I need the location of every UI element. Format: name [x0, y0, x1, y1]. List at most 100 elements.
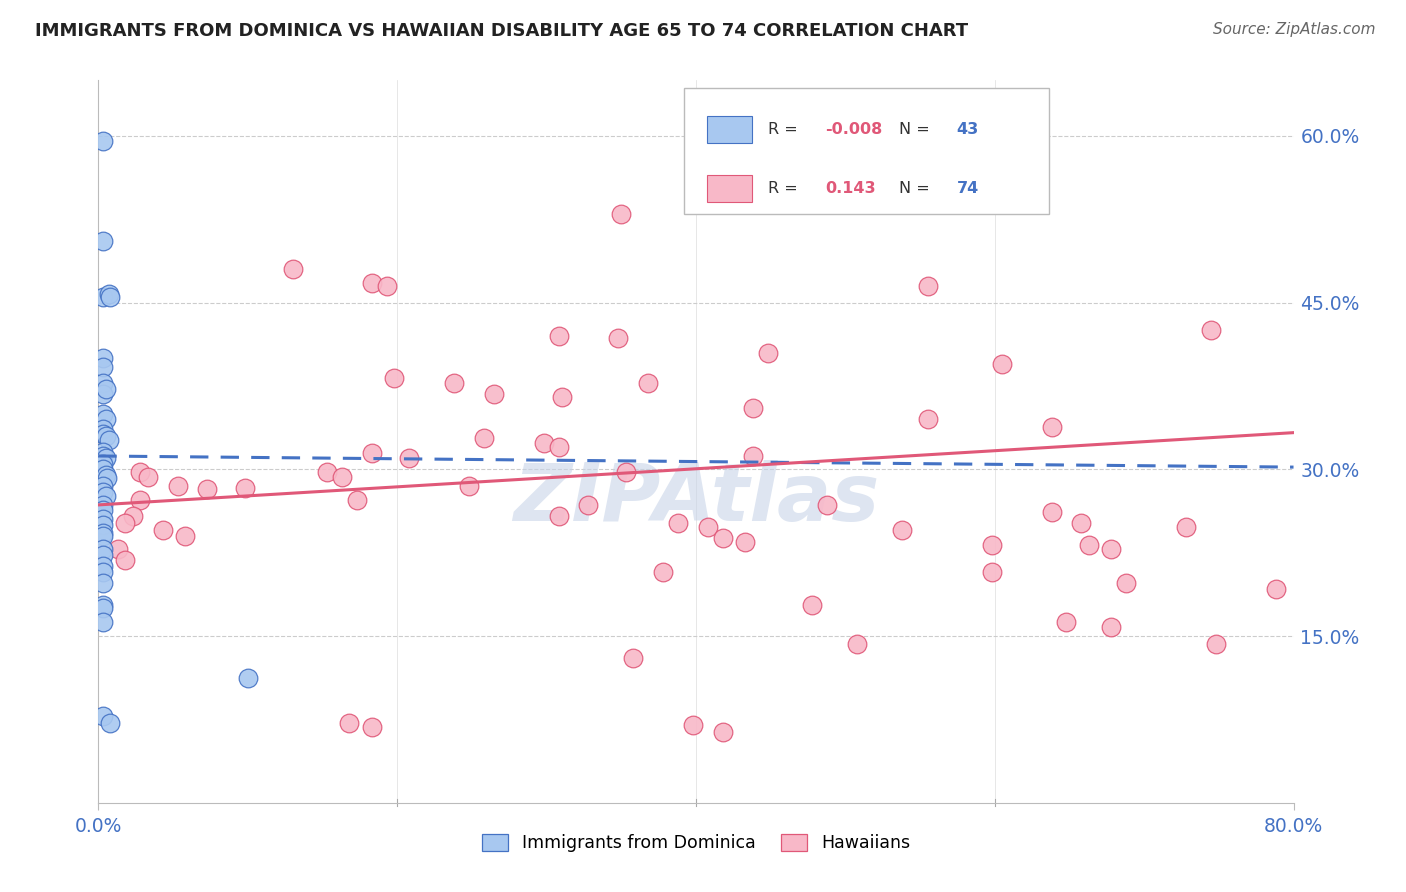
Point: [94, 412, 117, 426]
Point: [129, 465, 152, 479]
Text: ZIPAtlas: ZIPAtlas: [513, 460, 879, 539]
Legend: Immigrants from Dominica, Hawaiians: Immigrants from Dominica, Hawaiians: [475, 827, 917, 859]
Point: [91, 542, 114, 557]
Point: [1264, 582, 1286, 597]
Point: [458, 479, 481, 493]
Point: [91, 422, 114, 436]
Point: [711, 724, 734, 739]
Point: [1354, 442, 1376, 457]
FancyBboxPatch shape: [707, 175, 752, 202]
Point: [98, 290, 122, 304]
Point: [97, 434, 120, 448]
Point: [917, 279, 939, 293]
Point: [91, 484, 114, 499]
Point: [1040, 505, 1063, 519]
Point: [152, 524, 174, 538]
Point: [652, 565, 675, 579]
Point: [1115, 575, 1137, 590]
FancyBboxPatch shape: [685, 87, 1049, 214]
Point: [533, 435, 555, 450]
Text: 43: 43: [956, 122, 979, 136]
Text: -0.008: -0.008: [825, 122, 883, 136]
Point: [666, 516, 689, 530]
Point: [94, 429, 117, 443]
Point: [91, 559, 114, 574]
Point: [697, 520, 720, 534]
Point: [114, 516, 136, 530]
Text: R =: R =: [768, 122, 803, 136]
Point: [607, 331, 630, 345]
Point: [375, 279, 398, 293]
Point: [121, 508, 143, 523]
Point: [801, 598, 824, 612]
Point: [91, 386, 114, 401]
Point: [741, 449, 763, 463]
Point: [91, 575, 114, 590]
Point: [114, 553, 136, 567]
Point: [91, 479, 114, 493]
Point: [166, 479, 188, 493]
Point: [991, 357, 1014, 371]
Point: [547, 329, 569, 343]
Point: [815, 498, 838, 512]
Point: [346, 493, 368, 508]
Point: [360, 276, 382, 290]
Point: [91, 548, 114, 562]
Point: [316, 465, 339, 479]
Point: [91, 709, 114, 723]
Point: [360, 720, 382, 734]
Point: [91, 290, 114, 304]
Point: [96, 471, 118, 485]
Text: 74: 74: [956, 181, 979, 196]
Point: [91, 525, 114, 540]
Point: [1201, 323, 1223, 337]
Point: [1175, 520, 1198, 534]
Point: [91, 598, 114, 612]
Point: [91, 503, 114, 517]
Text: N =: N =: [900, 122, 935, 136]
FancyBboxPatch shape: [707, 116, 752, 143]
Point: [94, 489, 117, 503]
Point: [711, 531, 734, 545]
Point: [610, 207, 633, 221]
Text: 0.143: 0.143: [825, 181, 876, 196]
Point: [94, 382, 117, 396]
Point: [94, 467, 117, 482]
Point: [1040, 420, 1063, 434]
Point: [1056, 615, 1078, 629]
Point: [891, 524, 914, 538]
Point: [91, 135, 114, 149]
Point: [174, 529, 197, 543]
Point: [91, 351, 114, 366]
Point: [360, 445, 382, 459]
Point: [846, 637, 869, 651]
Point: [91, 457, 114, 471]
Text: R =: R =: [768, 181, 803, 196]
Point: [578, 498, 600, 512]
Point: [91, 498, 114, 512]
Point: [547, 440, 569, 454]
Text: IMMIGRANTS FROM DOMINICA VS HAWAIIAN DISABILITY AGE 65 TO 74 CORRELATION CHART: IMMIGRANTS FROM DOMINICA VS HAWAIIAN DIS…: [35, 22, 969, 40]
Point: [1099, 620, 1122, 634]
Point: [443, 376, 465, 390]
Point: [550, 390, 572, 404]
Point: [197, 483, 219, 497]
Point: [382, 371, 405, 385]
Point: [339, 715, 361, 730]
Point: [682, 718, 704, 732]
Point: [980, 565, 1002, 579]
Point: [98, 715, 122, 730]
Text: Source: ZipAtlas.com: Source: ZipAtlas.com: [1212, 22, 1375, 37]
Point: [91, 565, 114, 579]
Point: [484, 386, 506, 401]
Point: [547, 508, 569, 523]
Point: [91, 512, 114, 526]
Point: [614, 465, 637, 479]
Point: [621, 651, 644, 665]
Point: [91, 449, 114, 463]
Point: [1205, 637, 1227, 651]
Point: [734, 534, 756, 549]
Point: [236, 671, 259, 685]
Point: [980, 538, 1002, 552]
Point: [1070, 516, 1092, 530]
